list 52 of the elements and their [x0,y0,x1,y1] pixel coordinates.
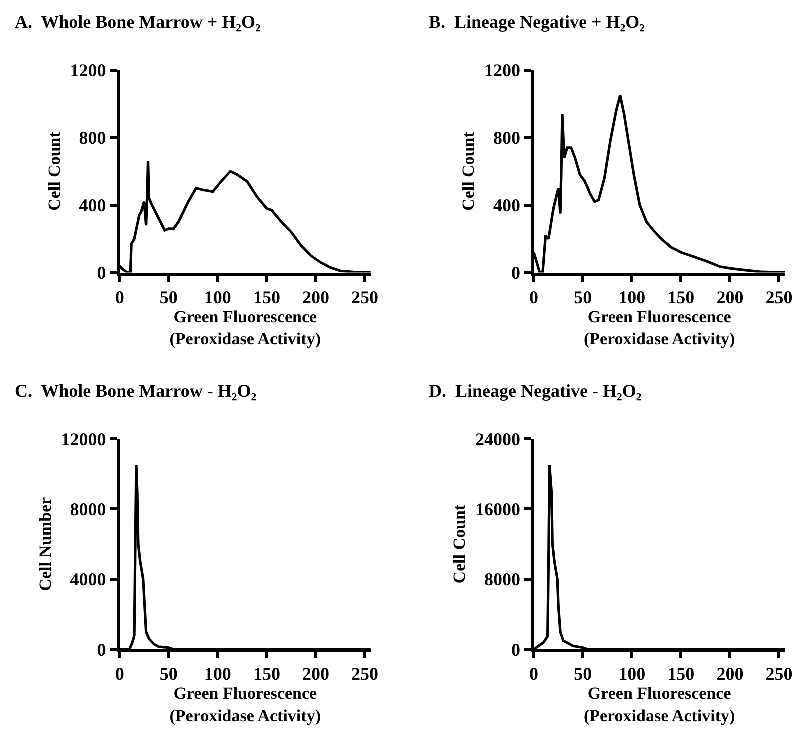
chart-title: C. Whole Bone Marrow - H₂O₂ [15,381,257,401]
x-tick-label: 250 [352,287,379,308]
x-tick-label: 200 [716,664,744,684]
y-tick-label: 400 [79,196,106,216]
chart-title: B. Lineage Negative + H₂O₂ [429,12,646,32]
x-tick-label: 50 [160,287,178,308]
y-tick-label: 0 [97,640,106,660]
x-tick-label: 250 [766,287,793,308]
x-tick-label: 0 [115,664,124,684]
x-tick-label: 0 [530,287,539,308]
y-tick-label: 12000 [61,429,106,450]
x-tick-label: 250 [766,664,793,684]
y-tick-label: 8000 [484,570,520,590]
x-tick-label: 150 [668,287,695,308]
x-axis-title: Green Fluorescence (Peroxidase Activity) [584,307,736,349]
x-axis-title: Green Fluorescence (Peroxidase Activity) [170,307,321,349]
y-tick-label: 16000 [475,500,520,520]
y-tick-label: 1200 [70,60,106,81]
y-tick-label: 800 [79,128,106,148]
y-tick-label: 0 [511,640,520,660]
y-tick-label: 0 [97,263,106,284]
y-tick-label: 800 [493,128,520,148]
x-tick-label: 150 [668,664,695,684]
y-tick-label: 0 [511,263,520,284]
x-tick-label: 200 [302,664,330,684]
x-tick-label: 50 [160,664,178,684]
x-tick-label: 50 [574,287,592,308]
chart-title: D. Lineage Negative - H₂O₂ [429,381,642,401]
y-tick-label: 8000 [70,500,106,520]
y-tick-label: 1200 [484,60,520,81]
y-axis-title: Cell Count [450,504,470,584]
x-tick-label: 100 [204,287,232,308]
x-tick-label: 250 [352,664,379,684]
y-axis-title: Cell Number [36,496,55,592]
y-tick-label: 400 [493,196,520,216]
x-tick-label: 0 [115,287,124,308]
x-tick-label: 50 [574,664,592,684]
x-axis-title: Green Fluorescence (Peroxidase Activity) [170,684,321,726]
y-tick-label: 24000 [475,429,520,450]
x-tick-label: 150 [253,287,280,308]
x-tick-label: 0 [530,664,539,684]
x-tick-label: 100 [618,287,646,308]
x-tick-label: 150 [253,664,280,684]
x-tick-label: 200 [302,287,330,308]
x-tick-label: 100 [618,664,646,684]
y-tick-label: 4000 [70,570,106,590]
chart-title: A. Whole Bone Marrow + H₂O₂ [15,12,261,32]
y-axis-title: Cell Count [459,132,478,211]
x-tick-label: 200 [716,287,744,308]
y-axis-title: Cell Count [44,132,64,211]
x-axis-title: Green Fluorescence (Peroxidase Activity) [584,684,736,726]
x-tick-label: 100 [204,664,232,684]
